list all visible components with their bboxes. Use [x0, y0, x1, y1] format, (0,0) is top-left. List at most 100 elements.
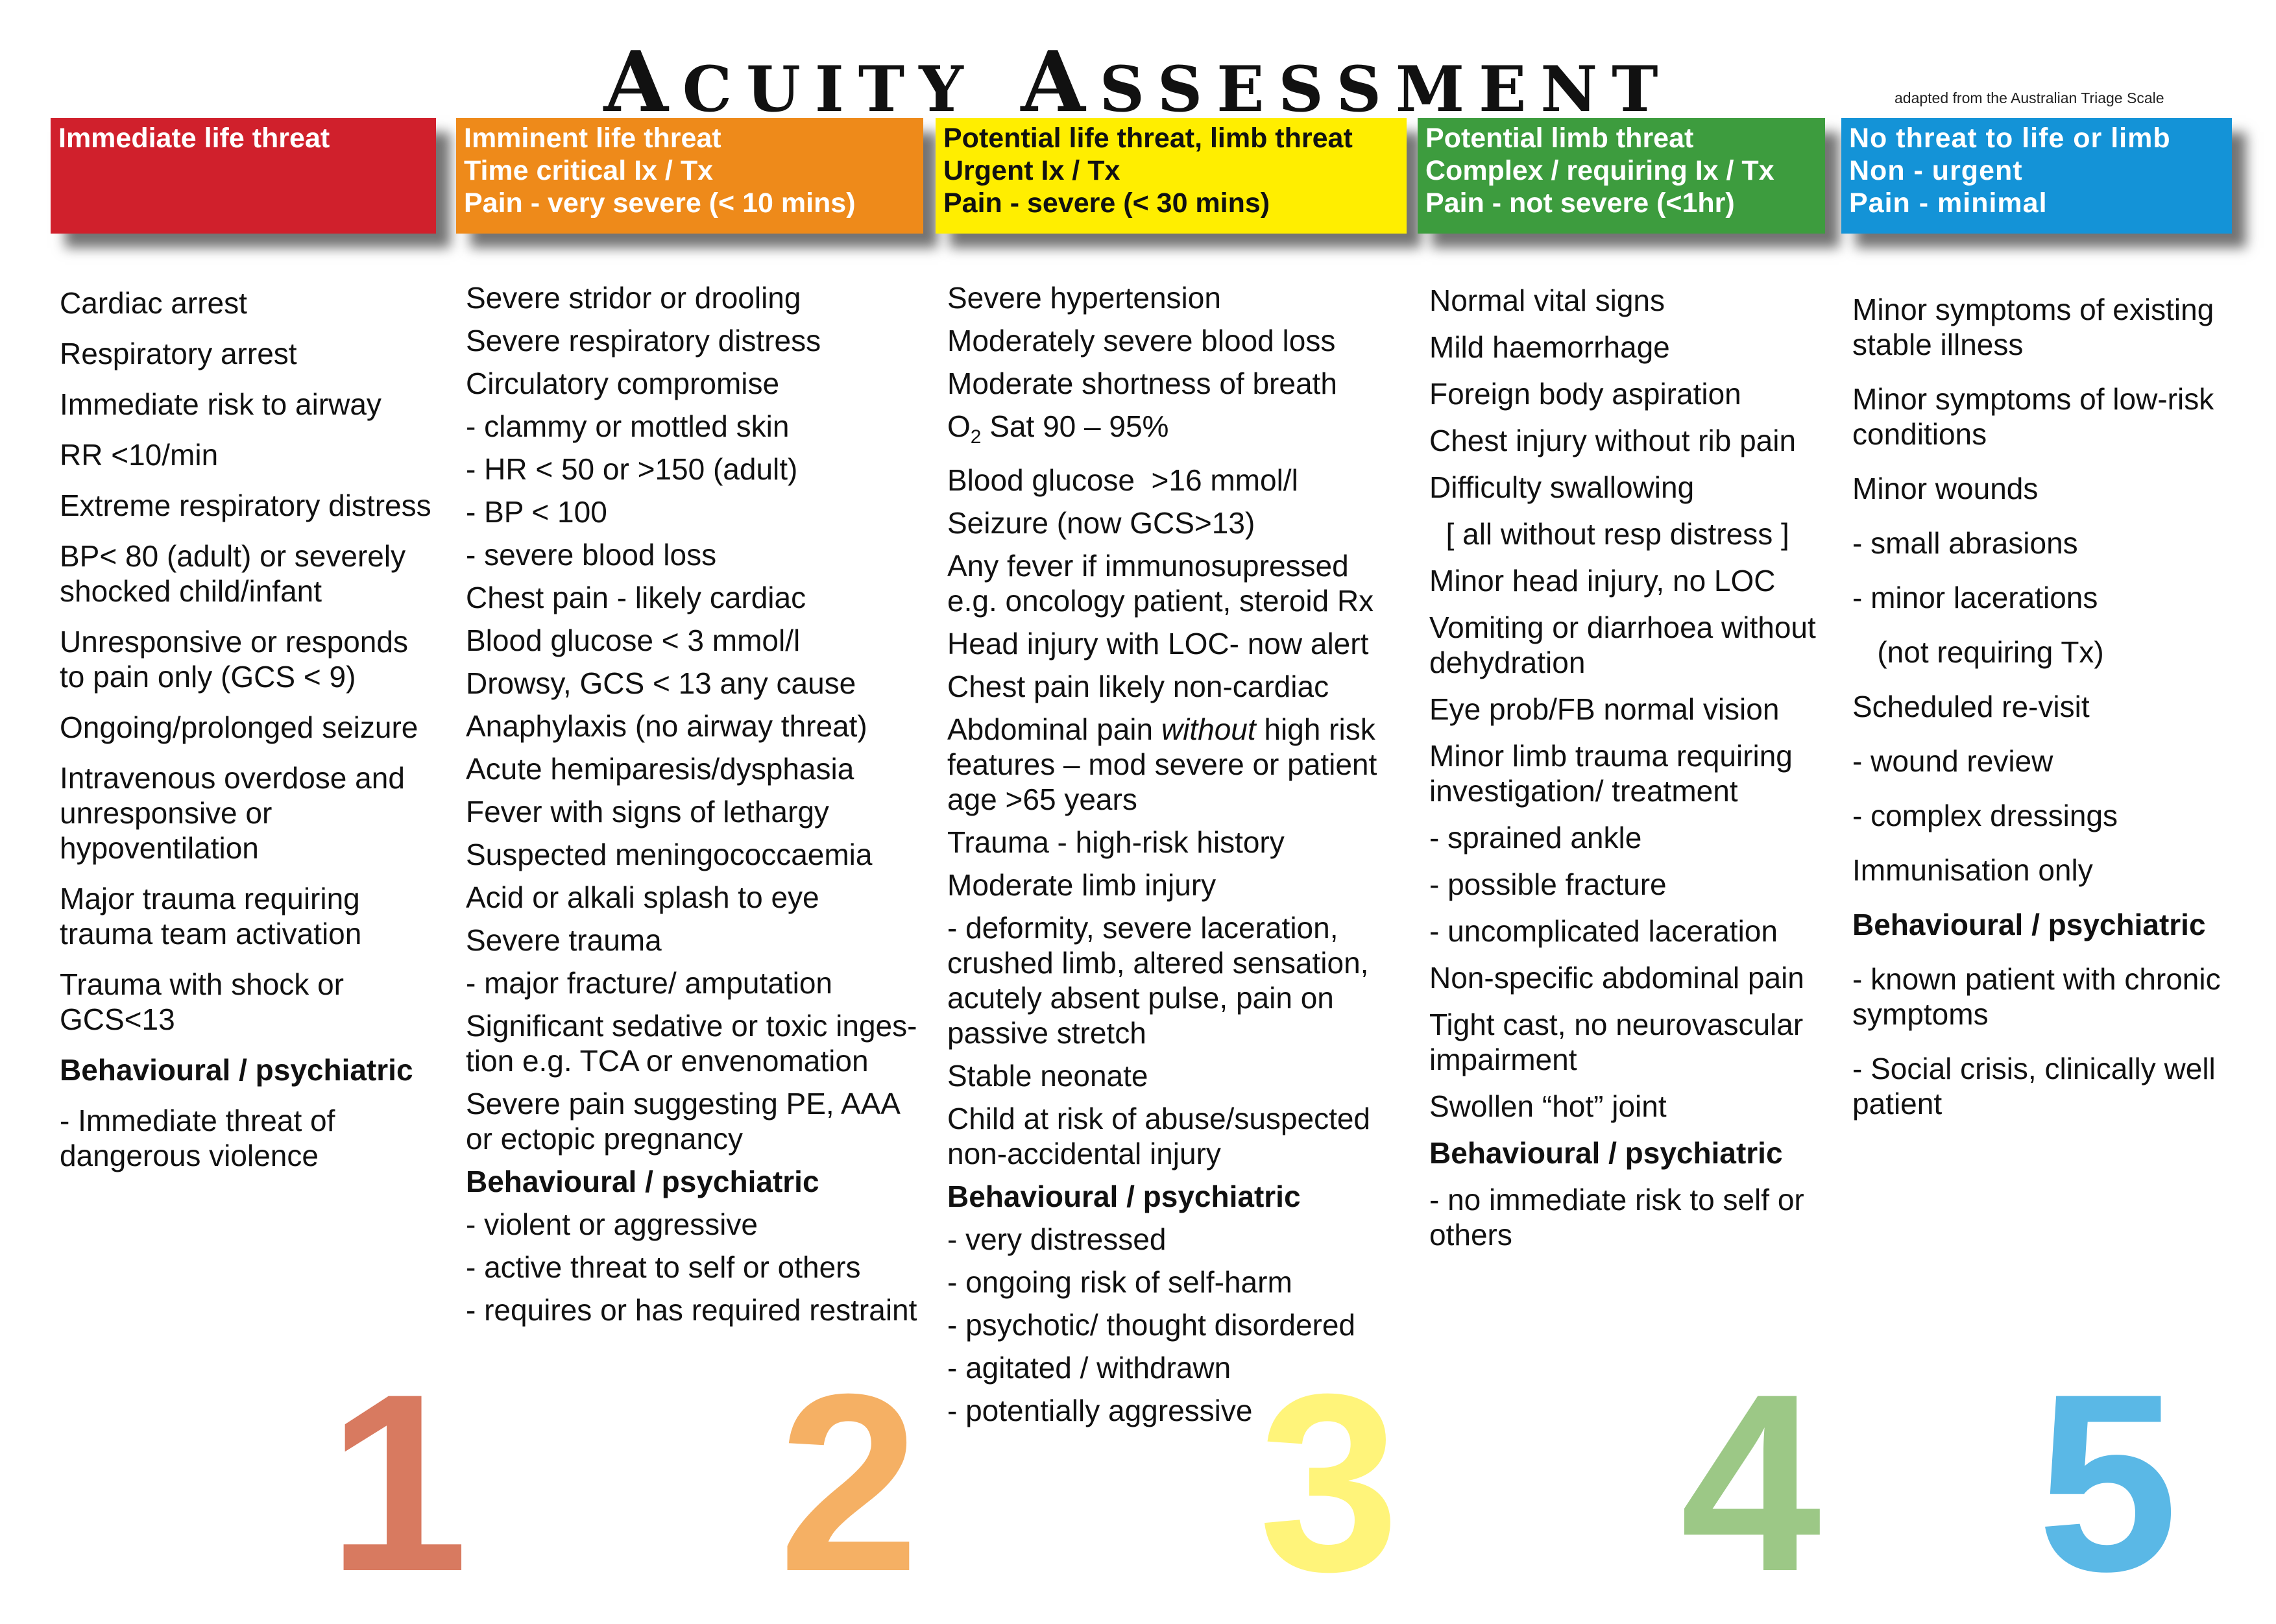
criteria-line: Child at risk of abuse/suspected [947, 1102, 1371, 1136]
category-5-header-line: No threat to life or limb [1849, 123, 2171, 154]
criteria-line: symptoms [1852, 997, 1989, 1031]
criteria-item: Foreign body aspiration [1429, 376, 1816, 411]
category-1-criteria: Cardiac arrest Respiratory arrest Immediat… [60, 285, 431, 1189]
criteria-item: Child at risk of abuse/suspected non-acci… [947, 1101, 1377, 1171]
criteria-line: Chest injury without rib pain [1429, 424, 1797, 457]
criteria-line: Intravenous overdose and [60, 761, 405, 795]
criteria-item: - BP < 100 [466, 494, 917, 529]
criteria-item: Intravenous overdose and unresponsive or h… [60, 760, 431, 866]
criteria-item: Chest pain - likely cardiac [466, 580, 917, 615]
criteria-line: Behavioural / psychiatric [1852, 908, 2206, 941]
criteria-line: Drowsy, GCS < 13 any cause [466, 666, 856, 700]
category-3-number: 3 [1259, 1341, 1399, 1624]
criteria-item: Blood glucose >16 mmol/l [947, 463, 1377, 498]
criteria-line: Significant sedative or toxic inges- [466, 1009, 917, 1043]
criteria-line: Respiratory arrest [60, 337, 297, 370]
criteria-line: - ongoing risk of self-harm [947, 1265, 1292, 1300]
criteria-line: to pain only (GCS < 9) [60, 660, 356, 694]
criteria-item: Moderate limb injury [947, 867, 1377, 903]
criteria-line: - requires or has required restraint [466, 1293, 917, 1327]
category-4-criteria: Normal vital signs Mild haemorrhage Foreig… [1429, 283, 1816, 1264]
criteria-item: Minor limb trauma requiring investigation… [1429, 738, 1816, 808]
category-3-header-line: Urgent Ix / Tx [943, 155, 1120, 186]
criteria-item: Minor wounds [1852, 471, 2221, 506]
criteria-item: Abdominal pain without high risk features… [947, 712, 1377, 817]
criteria-item: Unresponsive or responds to pain only (GC… [60, 624, 431, 694]
criteria-item: Normal vital signs [1429, 283, 1816, 318]
criteria-item: [ all without resp distress ] [1429, 516, 1816, 551]
criteria-line: dangerous violence [60, 1139, 319, 1172]
criteria-line: Moderate shortness of breath [947, 367, 1337, 400]
criteria-line: - no immediate risk to self or [1429, 1183, 1804, 1217]
criteria-line: - clammy or mottled skin [466, 409, 790, 443]
criteria-line: [ all without resp distress ] [1429, 517, 1789, 551]
criteria-line: Behavioural / psychiatric [1429, 1136, 1783, 1170]
criteria-item: Severe stridor or drooling [466, 280, 917, 315]
criteria-line: Unresponsive or responds [60, 625, 408, 659]
criteria-line: dehydration [1429, 646, 1586, 679]
criteria-item: Minor symptoms of low-risk conditions [1852, 382, 2221, 452]
criteria-item: - possible fracture [1429, 867, 1816, 902]
criteria-item: Acid or alkali splash to eye [466, 880, 917, 915]
criteria-line: tion e.g. TCA or envenomation [466, 1044, 869, 1078]
criteria-line: passive stretch [947, 1016, 1146, 1050]
criteria-item: - complex dressings [1852, 798, 2221, 833]
criteria-item: - small abrasions [1852, 526, 2221, 561]
criteria-line: - potentially aggressive [947, 1394, 1253, 1428]
criteria-item: Behavioural / psychiatric [947, 1179, 1377, 1214]
criteria-item: (not requiring Tx) [1852, 635, 2221, 670]
criteria-line: - violent or aggressive [466, 1207, 758, 1241]
criteria-line: BP< 80 (adult) or severely [60, 539, 406, 573]
criteria-line: Difficulty swallowing [1429, 470, 1695, 504]
criteria-item: Chest injury without rib pain [1429, 423, 1816, 458]
criteria-item: O2 Sat 90 – 95% [947, 409, 1377, 455]
criteria-line: - known patient with chronic [1852, 962, 2221, 996]
criteria-item: Ongoing/prolonged seizure [60, 710, 431, 745]
criteria-line: Cardiac arrest [60, 286, 247, 320]
criteria-line: Acute hemiparesis/dysphasia [466, 752, 854, 786]
criteria-line: Chest pain - likely cardiac [466, 581, 806, 614]
category-4-number: 4 [1680, 1341, 1821, 1624]
category-2-header-line: Pain - very severe (< 10 mins) [464, 188, 856, 219]
category-5-header: No threat to life or limb Non - urgent P… [1841, 118, 2232, 234]
category-3-header-line: Potential life threat, limb threat [943, 123, 1353, 154]
criteria-item: - agitated / withdrawn [947, 1350, 1377, 1385]
criteria-item: Respiratory arrest [60, 336, 431, 371]
criteria-line: - very distressed [947, 1222, 1167, 1257]
criteria-line: others [1429, 1218, 1512, 1252]
criteria-line: features – mod severe or patient [947, 747, 1377, 782]
criteria-item: Severe trauma [466, 923, 917, 958]
criteria-item: Seizure (now GCS>13) [947, 505, 1377, 540]
criteria-item: RR <10/min [60, 437, 431, 472]
criteria-line: Minor limb trauma requiring [1429, 739, 1793, 773]
criteria-line: acutely absent pulse, pain on [947, 981, 1334, 1015]
criteria-line: Chest pain likely non-cardiac [947, 670, 1329, 704]
category-4-header-line: Complex / requiring Ix / Tx [1425, 155, 1774, 186]
criteria-line: or ectopic pregnancy [466, 1122, 744, 1156]
criteria-item: - ongoing risk of self-harm [947, 1265, 1377, 1300]
criteria-line: Scheduled re-visit [1852, 690, 2090, 723]
criteria-line: Trauma - high-risk history [947, 825, 1285, 860]
criteria-line: O2 Sat 90 – 95% [947, 409, 1169, 448]
criteria-item: - very distressed [947, 1222, 1377, 1257]
criteria-item: Severe respiratory distress [466, 323, 917, 358]
criteria-item: - uncomplicated laceration [1429, 914, 1816, 949]
criteria-line: - deformity, severe laceration, [947, 911, 1338, 945]
criteria-item: Significant sedative or toxic inges-tion… [466, 1008, 917, 1078]
criteria-line: - agitated / withdrawn [947, 1351, 1231, 1385]
criteria-item: Minor head injury, no LOC [1429, 563, 1816, 598]
category-3-header-line: Pain - severe (< 30 mins) [943, 188, 1270, 219]
criteria-item: Fever with signs of lethargy [466, 794, 917, 829]
criteria-item: Blood glucose < 3 mmol/l [466, 623, 917, 658]
criteria-item: Chest pain likely non-cardiac [947, 669, 1377, 704]
criteria-line: Immunisation only [1852, 853, 2093, 887]
criteria-item: Extreme respiratory distress [60, 488, 431, 523]
criteria-item: Severe hypertension [947, 280, 1377, 315]
criteria-line: conditions [1852, 417, 1987, 451]
criteria-line: Moderately severe blood loss [947, 324, 1336, 358]
category-1-number: 1 [328, 1341, 468, 1624]
criteria-item: Behavioural / psychiatric [1852, 907, 2221, 942]
criteria-item: - sprained ankle [1429, 820, 1816, 855]
criteria-line: Severe respiratory distress [466, 324, 821, 358]
criteria-line: - HR < 50 or >150 (adult) [466, 452, 798, 486]
